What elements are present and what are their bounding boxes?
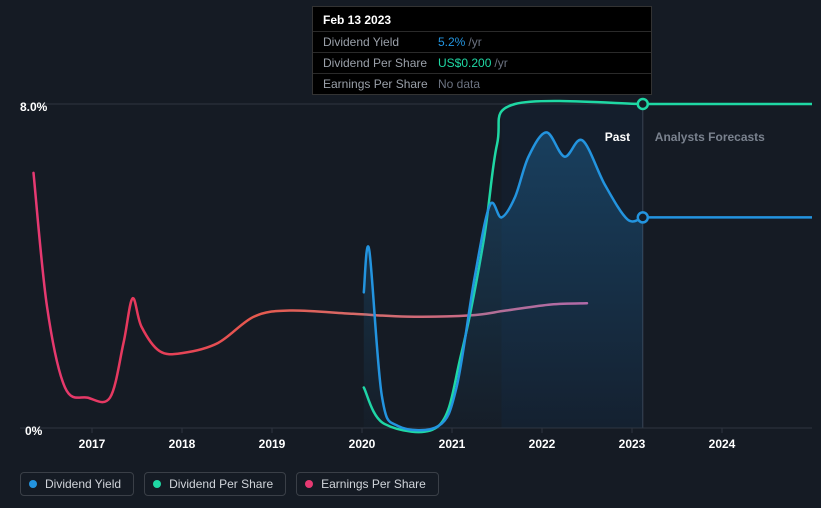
tooltip-value: No data: [438, 77, 480, 91]
svg-text:2023: 2023: [619, 437, 646, 451]
legend-dot: [29, 480, 37, 488]
legend-dot: [153, 480, 161, 488]
y-axis-label-min: 0%: [25, 424, 42, 438]
svg-text:2017: 2017: [79, 437, 106, 451]
forecast-label: Analysts Forecasts: [655, 130, 765, 144]
tooltip-row: Dividend Per ShareUS$0.200/yr: [313, 52, 651, 73]
svg-text:2020: 2020: [349, 437, 376, 451]
svg-text:2024: 2024: [709, 437, 736, 451]
tooltip-unit: /yr: [468, 35, 481, 49]
tooltip-label: Dividend Per Share: [323, 56, 438, 70]
svg-text:2018: 2018: [169, 437, 196, 451]
legend-label: Dividend Per Share: [169, 477, 273, 491]
svg-text:2021: 2021: [439, 437, 466, 451]
legend-item-dividend-yield[interactable]: Dividend Yield: [20, 472, 134, 496]
svg-text:2019: 2019: [259, 437, 286, 451]
tooltip-row: Earnings Per ShareNo data: [313, 73, 651, 94]
tooltip-row: Dividend Yield5.2%/yr: [313, 31, 651, 52]
legend: Dividend Yield Dividend Per Share Earnin…: [20, 472, 439, 496]
tooltip-label: Earnings Per Share: [323, 77, 438, 91]
legend-item-dividend-per-share[interactable]: Dividend Per Share: [144, 472, 286, 496]
y-axis-label-max: 8.0%: [20, 100, 47, 114]
chart-tooltip: Feb 13 2023 Dividend Yield5.2%/yrDividen…: [312, 6, 652, 95]
past-label: Past: [605, 130, 630, 144]
tooltip-unit: /yr: [494, 56, 507, 70]
tooltip-date: Feb 13 2023: [313, 7, 651, 31]
legend-item-earnings-per-share[interactable]: Earnings Per Share: [296, 472, 439, 496]
legend-dot: [305, 480, 313, 488]
svg-text:2022: 2022: [529, 437, 556, 451]
tooltip-value: US$0.200: [438, 56, 491, 70]
tooltip-value: 5.2%: [438, 35, 465, 49]
legend-label: Earnings Per Share: [321, 477, 426, 491]
legend-label: Dividend Yield: [45, 477, 121, 491]
tooltip-label: Dividend Yield: [323, 35, 438, 49]
dividend-chart: 2017 2018 2019 2020 2021 2022 2023 2024 8.0% 0%…: [0, 0, 821, 508]
